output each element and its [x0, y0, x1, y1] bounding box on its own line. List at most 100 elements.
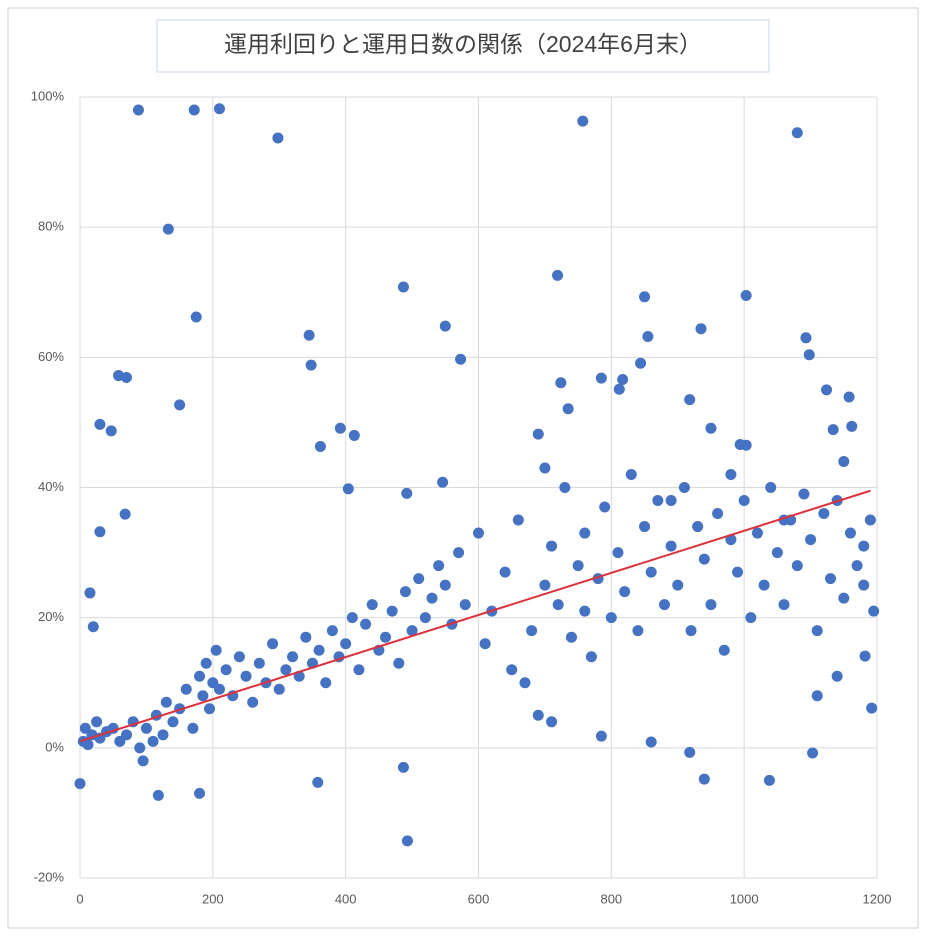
- data-point: [807, 747, 819, 759]
- data-point: [684, 394, 696, 406]
- y-tick-label: -20%: [34, 869, 65, 884]
- data-point: [473, 527, 484, 539]
- data-point: [692, 521, 704, 533]
- data-point: [599, 501, 611, 513]
- data-point: [313, 644, 325, 656]
- data-point: [174, 399, 186, 411]
- data-point: [552, 599, 564, 611]
- data-point: [645, 566, 657, 578]
- data-point: [393, 657, 405, 669]
- data-point: [439, 579, 451, 591]
- data-point: [188, 104, 200, 116]
- data-point: [665, 495, 677, 507]
- data-point: [334, 422, 346, 434]
- data-point: [194, 787, 206, 799]
- data-point: [765, 482, 777, 493]
- data-point: [273, 683, 285, 695]
- y-tick-label: 60%: [38, 349, 64, 364]
- chart-title: 運用利回りと運用日数の関係（2024年6月末）: [224, 31, 702, 57]
- data-point: [579, 605, 591, 617]
- data-point: [821, 384, 833, 396]
- data-point: [105, 425, 117, 437]
- data-point: [240, 670, 252, 682]
- data-point: [532, 428, 544, 440]
- data-point: [120, 729, 132, 741]
- data-point: [665, 540, 677, 552]
- data-point: [758, 579, 770, 591]
- data-point: [348, 429, 360, 441]
- data-point: [220, 664, 232, 676]
- data-point: [811, 690, 823, 702]
- data-point: [695, 323, 707, 335]
- data-point: [406, 625, 418, 637]
- data-point: [213, 103, 225, 115]
- chart-border: [7, 7, 919, 929]
- data-point: [197, 690, 209, 702]
- data-point: [437, 476, 449, 488]
- data-point: [846, 420, 858, 432]
- data-point: [167, 716, 179, 728]
- data-point: [140, 722, 152, 734]
- data-point: [617, 373, 629, 385]
- data-point: [685, 625, 697, 637]
- x-tick-label: 800: [600, 891, 622, 906]
- data-point: [595, 372, 607, 384]
- data-point: [778, 599, 790, 611]
- data-point: [233, 651, 245, 663]
- data-point: [187, 722, 199, 734]
- data-point: [253, 657, 265, 669]
- data-point: [740, 439, 752, 451]
- data-point: [305, 359, 317, 371]
- data-point: [210, 644, 222, 656]
- data-point: [134, 742, 146, 754]
- data-point: [577, 115, 589, 127]
- data-point: [800, 332, 812, 344]
- data-point: [539, 579, 551, 591]
- data-point: [763, 774, 775, 786]
- data-point: [87, 621, 99, 633]
- data-point: [698, 553, 710, 565]
- data-point: [825, 573, 837, 585]
- data-point: [745, 612, 757, 624]
- data-point: [74, 778, 86, 790]
- data-point: [705, 599, 717, 611]
- data-point: [803, 349, 815, 361]
- data-point: [360, 618, 372, 630]
- data-point: [84, 587, 96, 599]
- data-point: [732, 566, 744, 578]
- data-point: [119, 508, 131, 520]
- data-point: [280, 664, 292, 676]
- data-point: [366, 599, 378, 611]
- data-point: [843, 391, 855, 403]
- data-point: [132, 104, 144, 116]
- y-tick-label: 20%: [38, 609, 64, 624]
- data-point: [838, 455, 850, 467]
- data-point: [190, 311, 202, 323]
- data-point: [532, 709, 544, 721]
- data-point: [426, 592, 438, 604]
- data-point: [595, 730, 607, 742]
- data-point: [838, 592, 850, 604]
- data-point: [625, 468, 637, 480]
- data-point: [499, 566, 511, 578]
- data-point: [287, 651, 299, 663]
- data-point: [401, 487, 413, 499]
- data-point: [180, 683, 192, 695]
- data-point: [798, 488, 810, 500]
- x-tick-label: 1200: [863, 891, 892, 906]
- data-point: [565, 631, 577, 643]
- data-point: [718, 644, 730, 656]
- data-point: [572, 560, 584, 572]
- data-point: [152, 789, 164, 801]
- data-point: [612, 547, 624, 559]
- data-point: [645, 736, 657, 748]
- data-point: [613, 383, 625, 395]
- data-point: [639, 291, 651, 303]
- data-point: [94, 526, 106, 538]
- data-point: [751, 527, 763, 539]
- data-point: [200, 657, 212, 669]
- x-tick-label: 600: [468, 891, 490, 906]
- trend-line: [79, 489, 871, 743]
- data-point: [605, 612, 617, 624]
- title-box: [156, 19, 770, 73]
